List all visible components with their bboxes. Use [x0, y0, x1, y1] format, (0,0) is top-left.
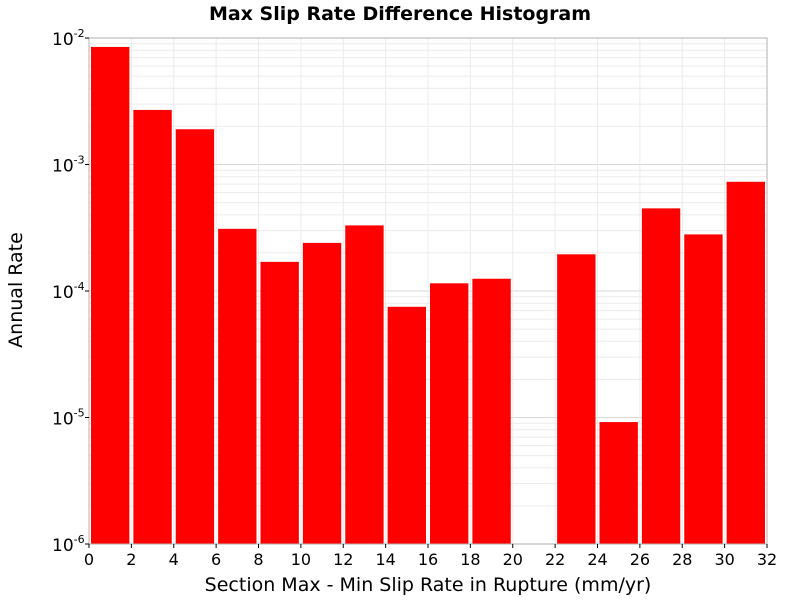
x-axis-label: Section Max - Min Slip Rate in Rupture (… [205, 574, 652, 596]
axes: 0 2 4 6 8 10 12 14 16 18 20 22 24 26 28 30 3210-210-310-… [52, 27, 777, 569]
histogram-bar-8 [430, 283, 469, 544]
x-tick-label: 4 [169, 550, 179, 569]
x-tick-label: 12 [333, 550, 353, 569]
x-tick-label: 32 [757, 550, 777, 569]
chart-title: Max Slip Rate Difference Histogram [209, 3, 591, 25]
y-tick-label: 10-6 [52, 533, 85, 556]
histogram-bar-12 [599, 422, 638, 544]
x-tick-label: 26 [630, 550, 650, 569]
y-axis-label: Annual Rate [5, 232, 27, 348]
histogram-bar-13 [641, 208, 681, 544]
x-tick-label: 16 [418, 550, 438, 569]
histogram-bar-15 [726, 181, 765, 544]
x-tick-label: 6 [211, 550, 221, 569]
histogram-bar-11 [557, 254, 596, 545]
y-tick-label: 10-3 [52, 154, 85, 177]
x-tick-label: 0 [84, 550, 94, 569]
x-tick-label: 22 [545, 550, 565, 569]
histogram-bar-9 [472, 278, 511, 544]
y-tick-label: 10-4 [52, 280, 85, 303]
histogram-bar-0 [91, 46, 130, 545]
histogram-bar-2 [175, 129, 215, 544]
bars [91, 46, 765, 545]
y-tick-label: 10-5 [52, 407, 85, 430]
x-tick-label: 28 [672, 550, 692, 569]
y-tick-label: 10-2 [52, 27, 85, 50]
histogram-bar-6 [345, 225, 384, 544]
x-tick-label: 8 [253, 550, 263, 569]
x-tick-label: 20 [503, 550, 523, 569]
histogram-bar-5 [302, 242, 342, 545]
histogram-bar-4 [260, 261, 299, 544]
x-tick-label: 18 [460, 550, 480, 569]
histogram-bar-3 [218, 228, 257, 544]
histogram-bar-14 [684, 234, 723, 544]
x-tick-label: 24 [587, 550, 607, 569]
x-tick-label: 14 [375, 550, 395, 569]
x-tick-label: 10 [291, 550, 311, 569]
histogram-bar-7 [387, 306, 426, 544]
x-tick-label: 30 [714, 550, 734, 569]
histogram-bar-1 [133, 109, 172, 544]
x-tick-label: 2 [126, 550, 136, 569]
